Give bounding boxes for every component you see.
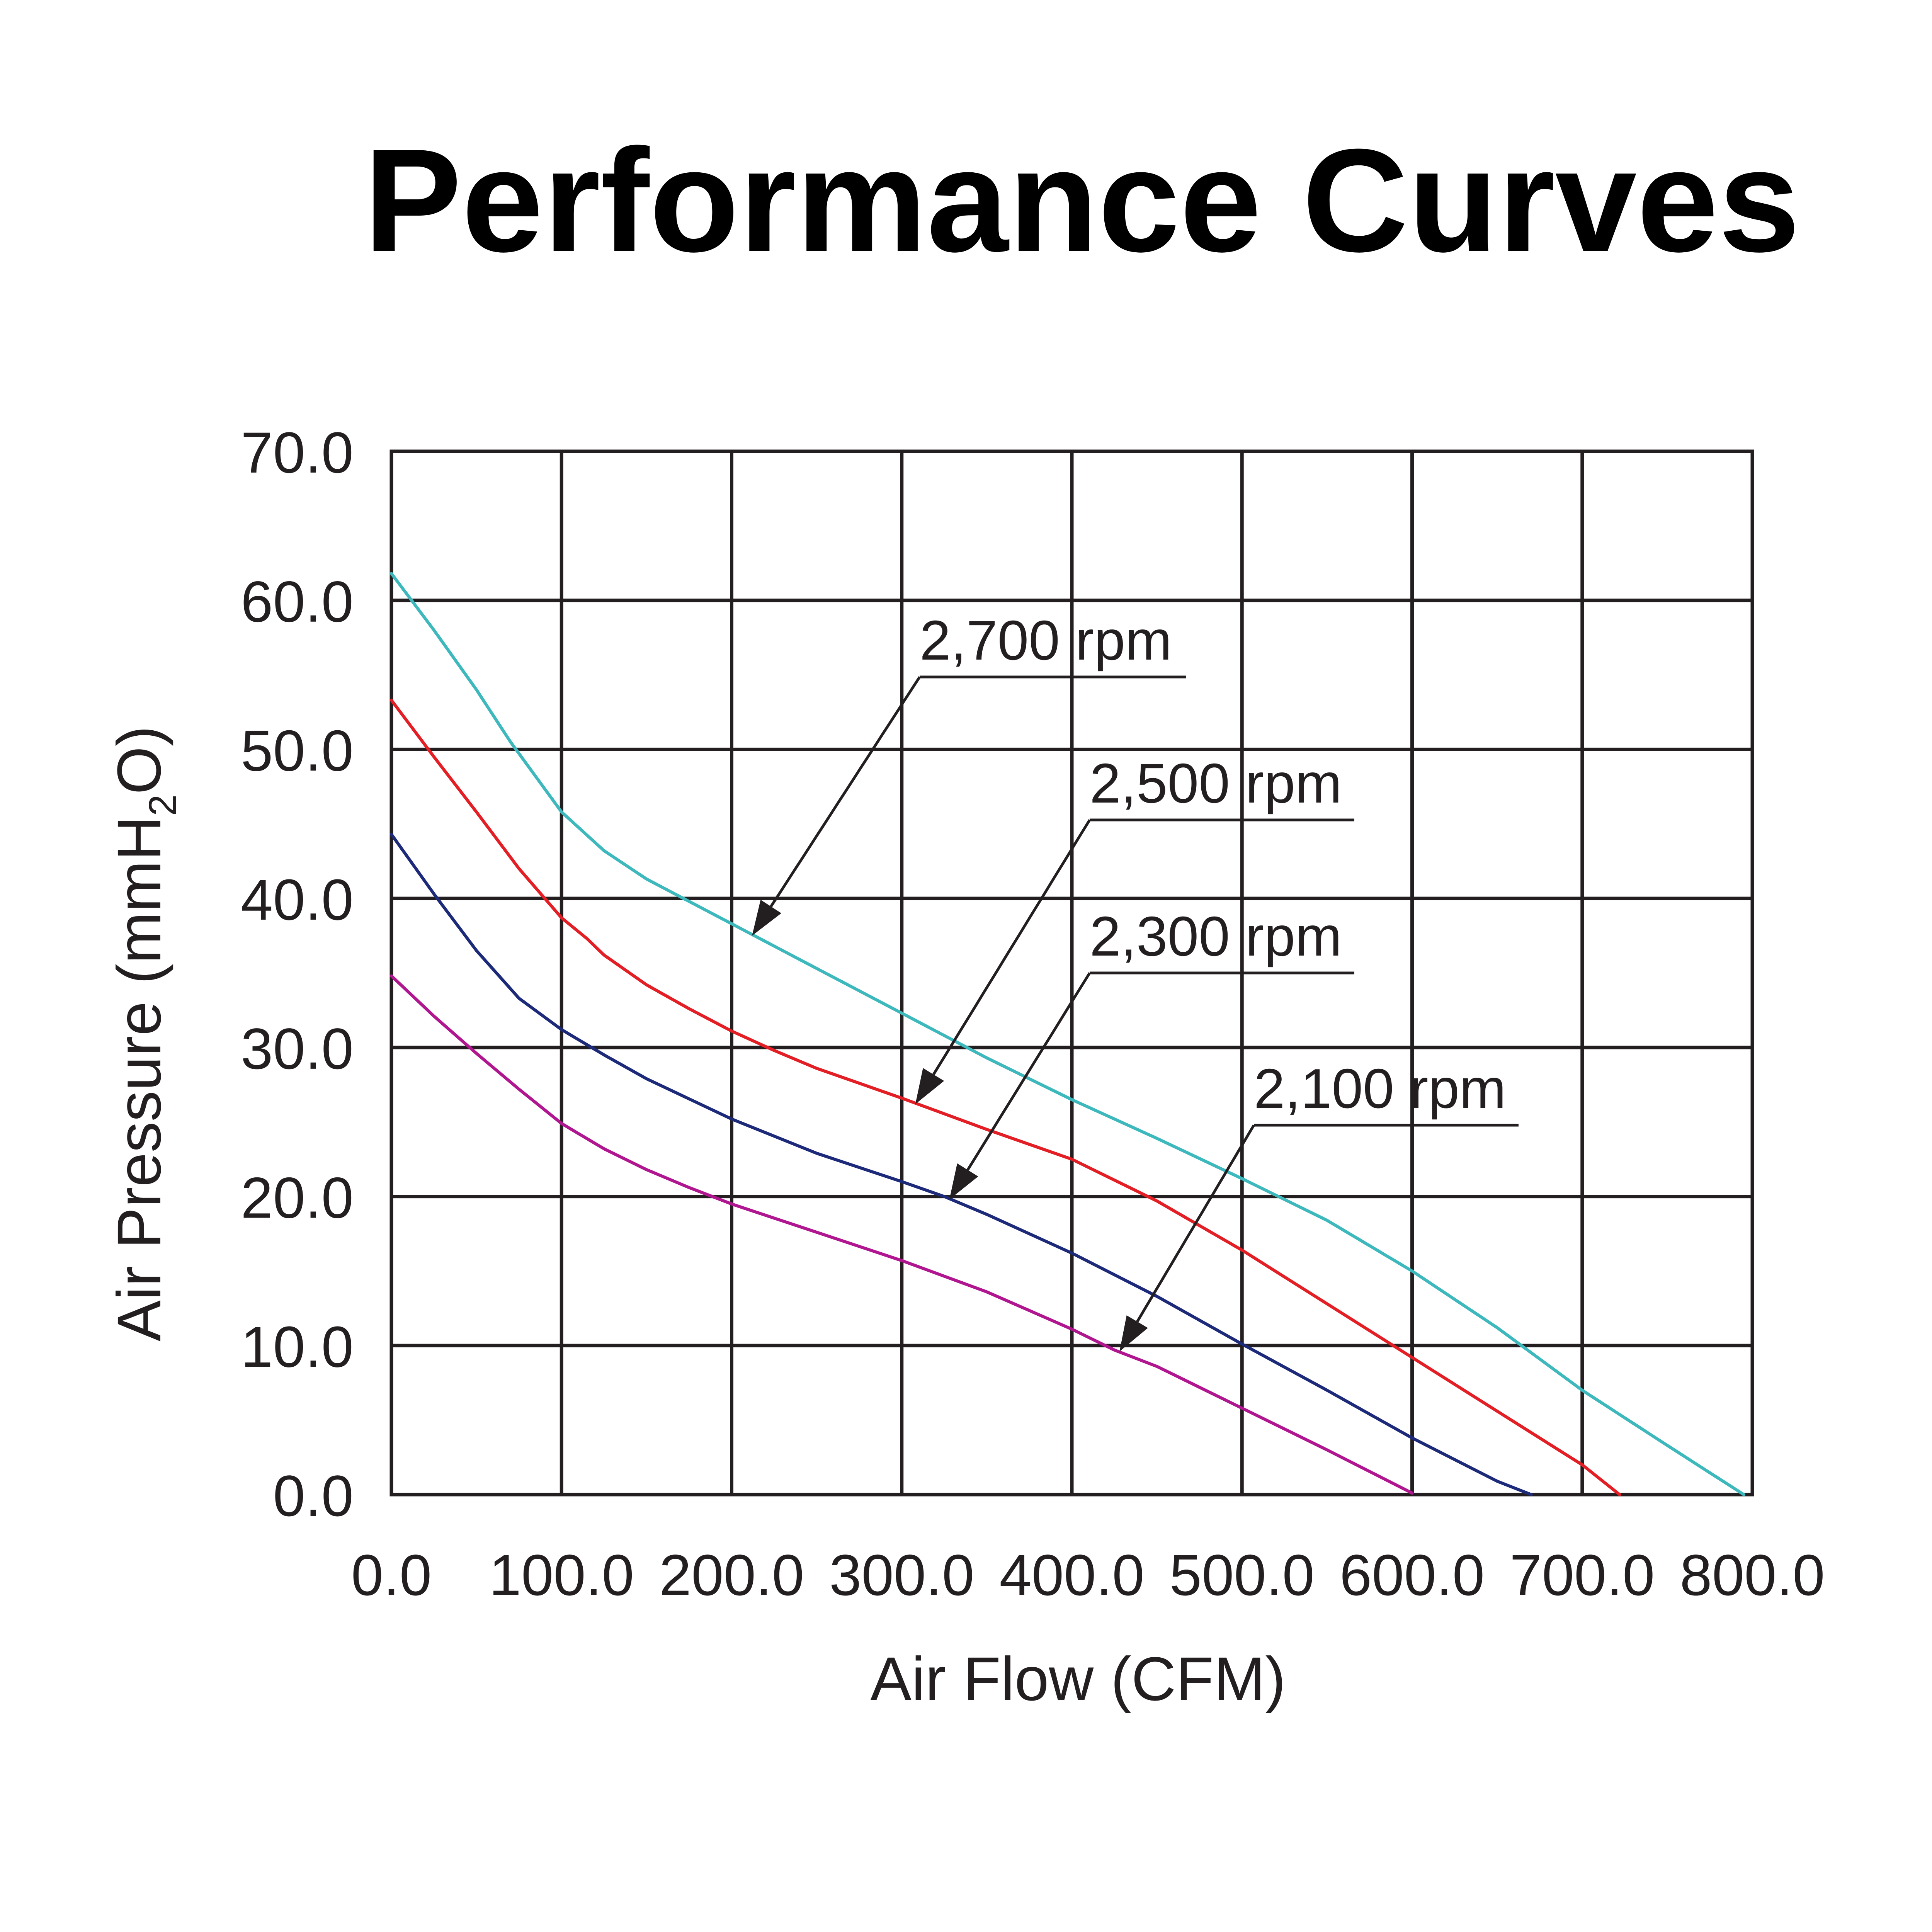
y-axis-label: Air Pressure (mmH2O) — [104, 726, 184, 1341]
x-tick-label: 100.0 — [489, 1543, 634, 1607]
annotation-label: 2,700 rpm — [920, 609, 1172, 672]
y-tick-label: 30.0 — [241, 1016, 354, 1081]
y-tick-label: 40.0 — [241, 867, 354, 932]
series-line — [390, 699, 1621, 1496]
y-tick-label: 70.0 — [241, 420, 354, 485]
x-axis-label: Air Flow (CFM) — [870, 1644, 1286, 1713]
series-annotation: 2,100 rpm — [1119, 1057, 1519, 1352]
series-layer — [390, 572, 1745, 1496]
series-annotation: 2,500 rpm — [915, 752, 1354, 1104]
annotation-leader — [932, 819, 1091, 1075]
y-tick-label: 10.0 — [241, 1314, 354, 1379]
annotation-arrowhead — [752, 900, 782, 936]
annotation-arrowhead — [915, 1068, 944, 1104]
x-tick-label: 400.0 — [999, 1543, 1144, 1607]
x-tick-label: 300.0 — [829, 1543, 974, 1607]
chart-title: Performance Curves — [364, 118, 1800, 282]
y-tick-labels: 0.0 10.0 20.0 30.0 40.0 50.0 60.0 70.0 — [241, 420, 354, 1528]
x-tick-label: 600.0 — [1340, 1543, 1485, 1607]
series-line — [390, 572, 1745, 1496]
x-tick-label: 800.0 — [1680, 1543, 1825, 1607]
y-tick-label: 20.0 — [241, 1165, 354, 1230]
annotation-arrowhead — [949, 1163, 978, 1200]
annotation-leader — [1136, 1124, 1255, 1323]
annotation-leader — [966, 972, 1091, 1171]
series-annotation: 2,700 rpm — [752, 609, 1186, 936]
y-axis-label-end: O) — [104, 726, 173, 794]
y-axis-label-main: Air Pressure (mmH — [104, 816, 173, 1342]
series-line — [390, 833, 1533, 1496]
annotation-label: 2,300 rpm — [1090, 905, 1342, 968]
annotation-layer: 2,700 rpm 2,500 rpm 2,300 rpm 2,100 rpm — [752, 609, 1519, 1352]
plot-frame — [389, 449, 1754, 1497]
series-annotation: 2,300 rpm — [949, 905, 1354, 1200]
y-tick-label: 0.0 — [273, 1463, 354, 1528]
series-line — [390, 974, 1414, 1495]
annotation-label: 2,500 rpm — [1090, 752, 1342, 815]
x-tick-labels: 0.0 100.0 200.0 300.0 400.0 500.0 600.0 700.0 80… — [351, 1543, 1825, 1607]
y-tick-label: 50.0 — [241, 718, 354, 783]
x-tick-label: 0.0 — [351, 1543, 432, 1607]
y-tick-label: 60.0 — [241, 569, 354, 634]
grid-layer — [389, 449, 1754, 1497]
annotation-leader — [770, 676, 921, 907]
x-tick-label: 700.0 — [1510, 1543, 1655, 1607]
x-tick-label: 200.0 — [659, 1543, 804, 1607]
x-tick-label: 500.0 — [1170, 1543, 1315, 1607]
annotation-arrowhead — [1119, 1315, 1148, 1352]
y-axis-label-sub: 2 — [141, 794, 184, 816]
annotation-label: 2,100 rpm — [1254, 1057, 1506, 1120]
